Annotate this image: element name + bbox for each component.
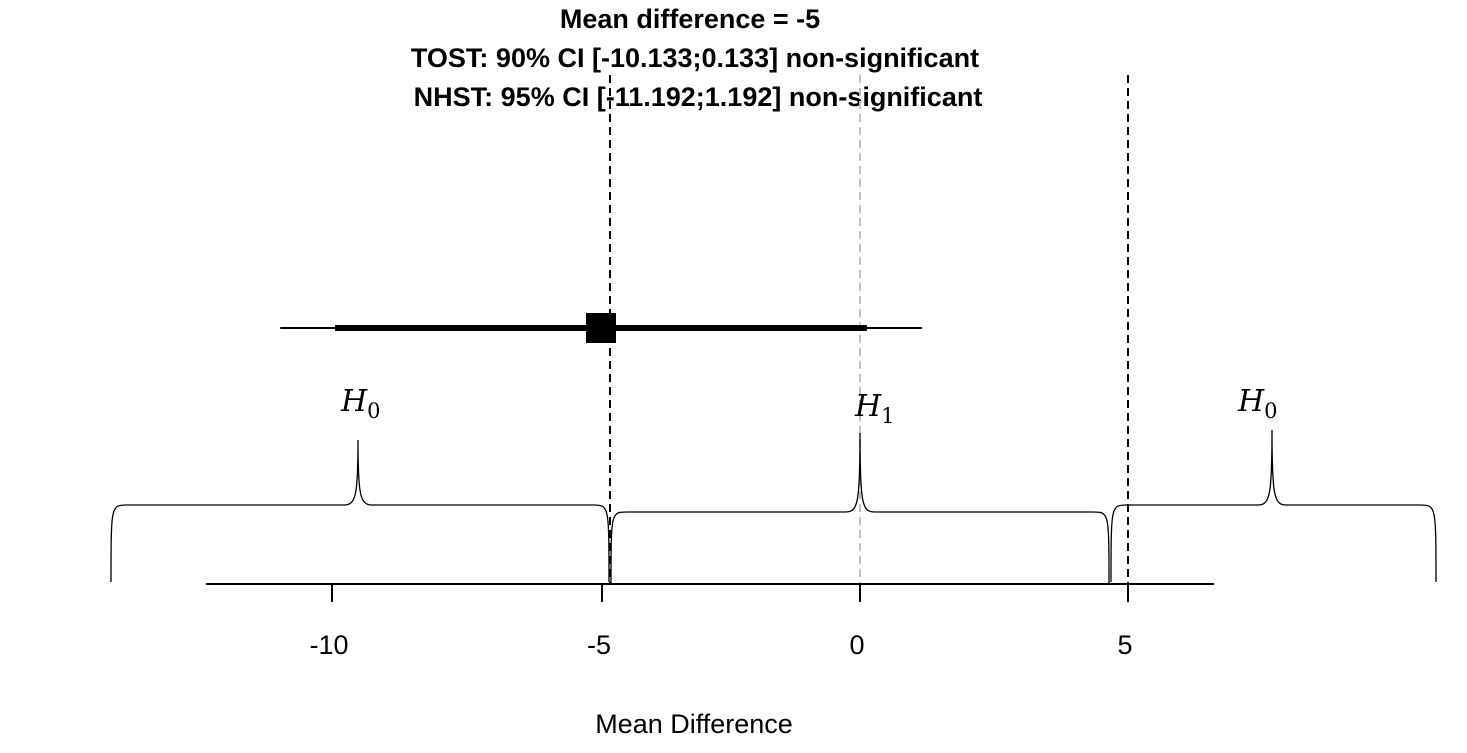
hypothesis-letter: H (854, 389, 882, 424)
x-axis: -10 -5 0 5 (206, 583, 1214, 660)
x-axis-label: Mean Difference (595, 709, 793, 739)
hypothesis-subscript: 0 (367, 399, 380, 423)
title-line-tost: TOST: 90% CI [-10.133;0.133] non-signifi… (411, 43, 979, 73)
title-line-mean-difference: Mean difference = -5 (560, 4, 820, 34)
hypothesis-subscript: 1 (881, 404, 894, 428)
brace-h0-left (110, 439, 610, 583)
hypothesis-letter: H (340, 384, 368, 419)
hypothesis-subscript: 0 (1264, 399, 1277, 423)
x-tick-label-0: 0 (849, 630, 864, 660)
brace-h1-center (610, 432, 1110, 585)
hypothesis-letter: H (1237, 384, 1265, 419)
x-tick-label--5: -5 (587, 630, 611, 660)
label-h1-center: H1 (854, 389, 895, 428)
brace-h0-right (1110, 429, 1437, 583)
x-tick-label-5: 5 (1117, 630, 1132, 660)
chart-title: Mean difference = -5 TOST: 90% CI [-10.1… (411, 4, 982, 112)
confidence-intervals (280, 313, 922, 343)
hypothesis-braces: H0 H1 H0 (110, 384, 1437, 585)
label-h0-right: H0 (1237, 384, 1278, 423)
point-estimate (586, 313, 616, 343)
x-tick-label--10: -10 (309, 630, 348, 660)
title-line-nhst: NHST: 95% CI [-11.192;1.192] non-signifi… (414, 82, 983, 112)
label-h0-left: H0 (340, 384, 381, 423)
